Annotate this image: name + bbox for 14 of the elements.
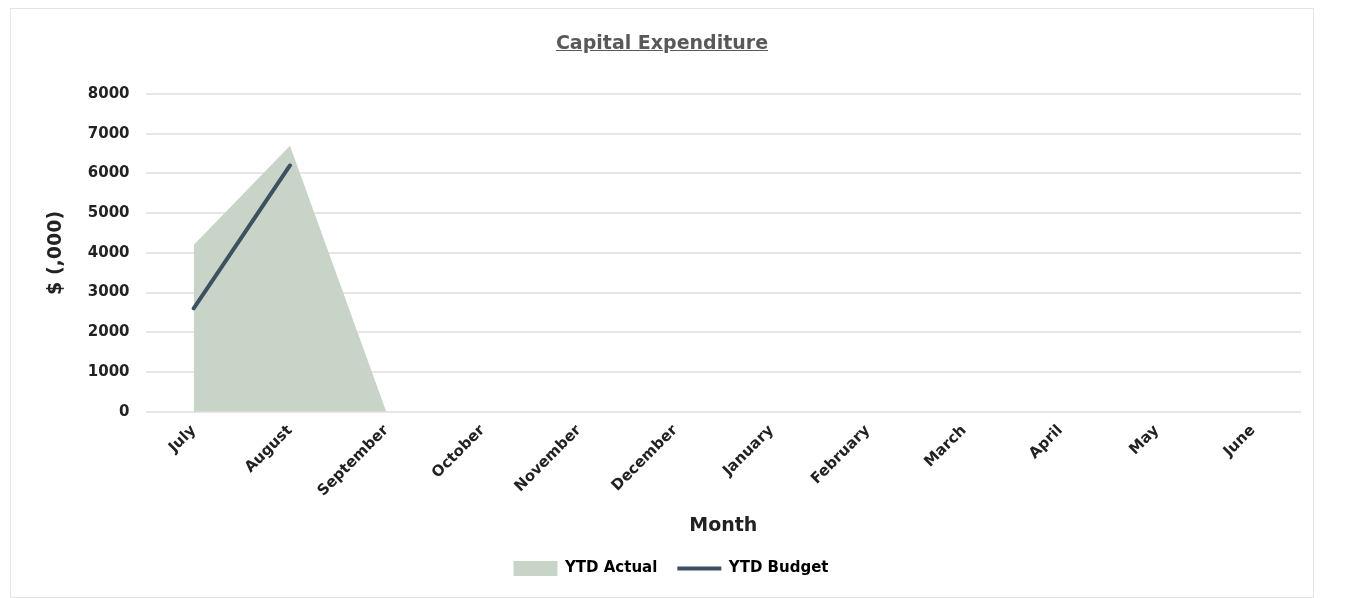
y-tick-label: 3000 — [87, 282, 130, 301]
y-tick-label: 8000 — [87, 83, 130, 102]
chart-title: Capital Expenditure — [555, 31, 769, 53]
y-tick-label: 6000 — [87, 163, 130, 182]
legend-label: YTD Actual — [563, 558, 658, 577]
y-tick-label: 4000 — [87, 242, 130, 261]
y-tick-label: 7000 — [87, 123, 130, 142]
y-tick-label: 5000 — [87, 203, 130, 222]
y-tick-label: 0 — [119, 401, 130, 420]
y-tick-label: 1000 — [87, 361, 130, 380]
y-tick-label: 2000 — [87, 322, 130, 341]
x-axis-title: Month — [689, 512, 758, 535]
legend-label: YTD Budget — [727, 558, 829, 577]
y-axis-title: $ (,000) — [43, 210, 66, 295]
